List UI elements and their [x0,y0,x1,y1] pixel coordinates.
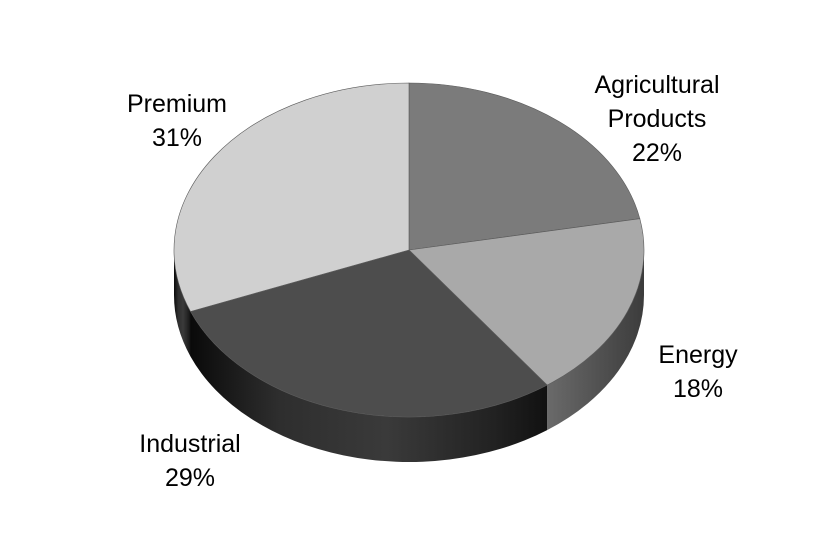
slice-label-line: Energy [658,341,738,369]
slice-label-line: Agricultural [594,71,720,99]
pie-slice [408,218,645,386]
pie-slice [408,82,641,251]
pie-side-segment [174,250,191,357]
slice-label-industrial: Industrial 29% [139,427,240,495]
slice-percent: 31% [151,124,203,152]
slice-percent: 29% [164,464,216,492]
pie-top-face [173,82,645,418]
slice-label-agricultural-products: Agricultural Products 22% [594,68,719,170]
slice-label-line: Products [607,105,707,133]
pie-side-segment [190,311,548,462]
pie-slice [190,249,548,418]
slice-label-line: Premium [126,90,228,118]
pie-side-wall [174,250,644,462]
slice-percent: 18% [672,375,724,403]
slice-label-premium: Premium 31% [127,87,227,155]
pie-slice [173,82,410,312]
slice-label-energy: Energy 18% [658,338,737,406]
pie-side-segment [547,250,644,431]
slice-percent: 22% [631,139,683,167]
slice-label-line: Industrial [139,430,241,458]
